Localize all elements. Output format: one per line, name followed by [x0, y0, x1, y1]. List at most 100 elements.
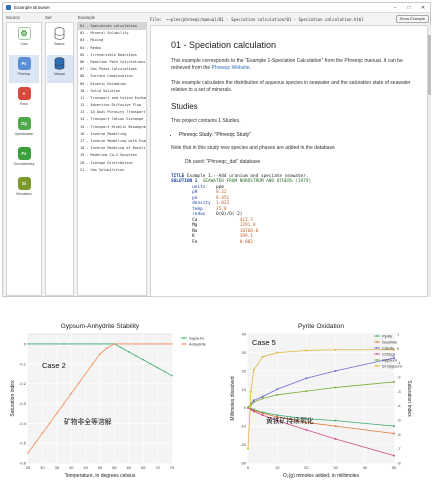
legend-marker: [376, 347, 378, 349]
data-point: [305, 417, 308, 420]
y-tick-label: -0.1: [19, 361, 27, 366]
example-item[interactable]: 01 - Speciation calculation: [78, 23, 146, 31]
y-tick-label: 0: [24, 341, 27, 346]
file-path: ~~ples/phreeqc/manual/01 - Speciation ca…: [166, 16, 364, 22]
source-item-rxns[interactable]: ✦ Rxns: [9, 85, 39, 113]
example-item[interactable]: 16 - Inverse Modelling: [80, 131, 127, 136]
x-tick-label: 75: [170, 465, 175, 470]
example-item[interactable]: 03 - Mixing: [80, 38, 104, 43]
data-point: [247, 406, 249, 409]
source-item-geochemistry[interactable]: Fx Geochemistry: [9, 145, 39, 173]
study-list-item[interactable]: Phreeqc Study: "Phreeqc Study": [179, 132, 415, 138]
data-point: [276, 393, 279, 396]
example-item[interactable]: 05 - Irreversible Reactions: [80, 52, 137, 57]
source-item-optimization[interactable]: Op Optimization: [9, 115, 39, 143]
legend-label: Goethite: [382, 340, 398, 345]
code-block: TITLE Example 1.--Add uranium and specia…: [171, 174, 415, 246]
legend-marker: [376, 341, 378, 343]
legend-label: Gypsum: [382, 358, 398, 363]
source-item-label: Optimization: [14, 132, 34, 136]
source-list[interactable]: ⚙ Core Pc Phreeqc ✦ Rxns Op Optimization Fx Geoch…: [6, 22, 42, 296]
example-item[interactable]: 09 - Kinetic Oxidation: [80, 81, 127, 86]
x-tick-label: 25: [26, 465, 31, 470]
example-item[interactable]: 02 - Mineral Solubility: [80, 31, 129, 36]
y-tick-label: -30: [240, 461, 247, 466]
data-point: [334, 386, 337, 389]
x-tick-label: 10: [275, 465, 280, 470]
example-item[interactable]: 04 - Redox: [80, 45, 102, 50]
example-item[interactable]: 13 - 1D Dual Porosity Transport: [80, 110, 146, 115]
y2-tick-label: -1: [397, 360, 401, 365]
phreeqc-website-link[interactable]: Phreeqc Website: [211, 65, 250, 72]
doc-scrollbar[interactable]: [428, 25, 431, 297]
y-tick-label: 0: [244, 405, 247, 410]
code-line: K 399.1: [171, 234, 253, 240]
example-item[interactable]: 20 - Isotope Distribution: [80, 160, 133, 165]
example-item[interactable]: 18 - Inverse Modeling of Basalt: [80, 146, 146, 151]
y-axis-label: Millimoles dissolved: [230, 376, 236, 420]
code-line: pH 8.22: [192, 190, 227, 196]
example-item[interactable]: 17 - Inverse Modelling with Evap: [80, 139, 146, 143]
data-point: [106, 343, 108, 345]
set-item-basics[interactable]: Basics: [47, 25, 73, 53]
close-button[interactable]: ✕: [420, 4, 426, 11]
source-item-label: Core: [20, 42, 28, 46]
data-point: [63, 402, 65, 405]
data-point: [77, 382, 80, 385]
data-point: [149, 343, 152, 345]
y-tick-label: -0.5: [19, 441, 27, 446]
legend-label: Pyrite: [382, 334, 393, 339]
example-item[interactable]: 21 - Gas Solubilities: [80, 167, 125, 172]
y2-tick-label: 1: [397, 332, 400, 337]
set-list[interactable]: Basics Manual: [45, 22, 74, 296]
doc-scrollbar-thumb[interactable]: [428, 35, 431, 95]
example-item[interactable]: 06 - Reaction Path Calculations: [80, 59, 146, 64]
x-tick-label: 20: [304, 465, 309, 470]
y-tick-label: 20: [242, 368, 247, 373]
example-item[interactable]: 08 - Surface Complexation: [80, 74, 133, 79]
data-point: [252, 368, 255, 371]
chinese-annotation: 矿物非全等溶解: [64, 417, 112, 426]
data-point: [334, 369, 337, 372]
y2-axis-label: Saturation Index: [406, 380, 412, 417]
data-point: [276, 388, 279, 391]
x-tick-label: 35: [55, 465, 60, 470]
set-item-manual[interactable]: Manual: [46, 55, 73, 83]
doc-paragraph-desc: This example calculates the distribution…: [171, 79, 411, 94]
example-item[interactable]: 11 - Transport and Cation Exchange: [80, 95, 146, 100]
example-item[interactable]: 14 - Transport Cation Exchange: [80, 117, 144, 122]
data-point: [41, 343, 44, 345]
show-example-button[interactable]: Show Example: [395, 15, 429, 23]
data-point: [393, 380, 395, 383]
example-item[interactable]: 07 - Gas Phase Calculations: [80, 67, 137, 72]
data-point: [164, 343, 166, 345]
y2-tick-label: -4: [397, 403, 401, 408]
example-item[interactable]: 12 - Advective Diffusive Flow: [80, 103, 142, 108]
code-line: TITLE Example 1.--Add uranium and specia…: [171, 173, 309, 179]
data-point: [261, 355, 264, 358]
data-point: [99, 353, 101, 355]
doc-paragraph-note: Note that in this study new species and …: [171, 145, 335, 152]
data-point: [393, 348, 395, 351]
source-item-phreeqc[interactable]: Pc Phreeqc: [9, 55, 39, 83]
data-point: [261, 414, 264, 417]
example-item[interactable]: 15 - Transport Kinetic Biodegradation: [80, 124, 146, 129]
source-item-core[interactable]: ⚙ Core: [9, 25, 39, 53]
x-tick-label: 50: [392, 465, 397, 470]
set-pane-title: Set: [45, 15, 52, 20]
data-point: [156, 367, 159, 369]
source-item-simulation[interactable]: Si Simulation: [9, 175, 39, 203]
x-tick-label: 45: [83, 465, 88, 470]
code-line: redox O(0)/O(-2): [192, 212, 243, 218]
example-item[interactable]: 19 - Modeling Cd-Z Sorption: [80, 153, 137, 158]
minimize-button[interactable]: –: [393, 4, 397, 11]
optimization-source-icon: Op: [17, 117, 31, 130]
y2-tick-label: -3: [397, 389, 401, 394]
example-list[interactable]: 01 - Speciation calculation 02 - Mineral …: [77, 22, 147, 296]
x-tick-label: 60: [127, 465, 132, 470]
example-item[interactable]: 10 - Solid Solution: [80, 88, 121, 93]
maximize-button[interactable]: □: [407, 4, 411, 11]
legend-marker: [376, 359, 378, 361]
source-pane-title: Source: [6, 15, 20, 20]
code-line: density 1.023: [192, 201, 230, 207]
